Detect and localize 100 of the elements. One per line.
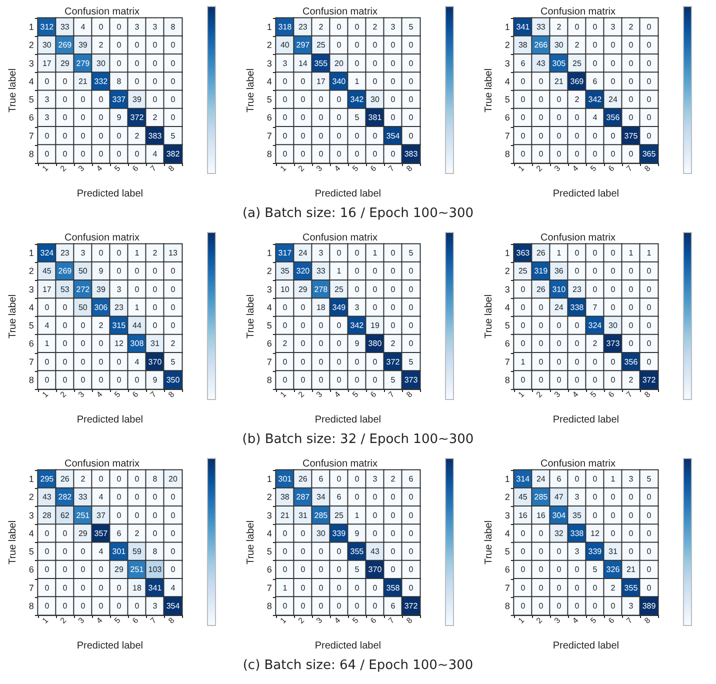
- data-label: 0: [628, 95, 634, 104]
- data-label: 0: [170, 40, 176, 50]
- y-tick-label: 1: [266, 248, 272, 258]
- y-tick-label: 6: [504, 112, 510, 123]
- data-label: 0: [646, 266, 652, 276]
- y-tick-label: 1: [266, 22, 272, 32]
- data-label: 0: [80, 321, 86, 330]
- data-label: 0: [354, 357, 360, 366]
- data-label: 0: [80, 149, 86, 158]
- y-tick-label: 3: [28, 58, 34, 68]
- y-tick-label: 2: [266, 40, 272, 50]
- data-label: 0: [62, 547, 68, 556]
- data-label: 0: [390, 58, 396, 68]
- data-label: 0: [372, 375, 378, 384]
- data-label: 16: [536, 510, 546, 520]
- data-label: 0: [610, 76, 616, 86]
- data-label: 6: [116, 528, 122, 538]
- x-tick-label: 8: [166, 163, 177, 174]
- data-label: 2: [628, 22, 634, 32]
- y-tick-label: 6: [266, 564, 272, 575]
- data-label: 0: [408, 492, 414, 502]
- y-tick-label: 7: [266, 130, 272, 141]
- data-label: 0: [574, 375, 580, 384]
- data-label: 0: [372, 510, 378, 520]
- data-label: 0: [336, 248, 342, 258]
- data-label: 0: [354, 266, 360, 276]
- data-label: 0: [390, 149, 396, 158]
- y-tick-label: 2: [504, 266, 510, 276]
- data-label: 0: [98, 22, 104, 32]
- data-label: 0: [116, 22, 122, 32]
- data-label: 0: [610, 510, 616, 520]
- data-label: 4: [592, 113, 598, 122]
- data-label: 0: [282, 113, 288, 122]
- data-label: 8: [152, 547, 158, 556]
- data-label: 43: [42, 492, 52, 502]
- data-label: 0: [80, 565, 86, 574]
- data-label: 6: [592, 76, 598, 86]
- data-label: 0: [134, 375, 140, 384]
- data-label: 26: [536, 248, 546, 258]
- data-label: 4: [134, 357, 140, 366]
- x-tick-label: 8: [642, 163, 653, 174]
- data-label: 9: [152, 375, 158, 384]
- x-tick-label: 4: [94, 615, 105, 626]
- data-label: 279: [76, 58, 90, 68]
- data-label: 0: [170, 547, 176, 556]
- data-label: 21: [554, 76, 564, 86]
- y-tick-label: 7: [504, 130, 510, 141]
- data-label: 0: [610, 40, 616, 50]
- data-label: 0: [170, 528, 176, 538]
- y-axis-title: True label: [484, 294, 494, 339]
- data-label: 0: [134, 492, 140, 502]
- data-label: 0: [116, 357, 122, 366]
- data-label: 285: [314, 510, 328, 520]
- data-label: 9: [98, 266, 104, 276]
- x-tick-label: 8: [404, 615, 415, 626]
- data-label: 18: [316, 302, 326, 312]
- data-label: 0: [98, 565, 104, 574]
- data-label: 0: [556, 95, 562, 104]
- data-label: 3: [574, 547, 580, 556]
- y-tick-label: 3: [266, 510, 272, 520]
- data-label: 0: [538, 528, 544, 538]
- data-label: 6: [520, 58, 526, 68]
- data-label: 30: [608, 321, 618, 330]
- y-tick-label: 6: [504, 564, 510, 575]
- data-label: 0: [44, 601, 50, 610]
- data-label: 297: [296, 40, 310, 50]
- data-label: 0: [80, 583, 86, 592]
- data-label: 0: [408, 565, 414, 574]
- x-tick-label: 2: [534, 163, 544, 174]
- data-label: 2: [170, 339, 176, 348]
- y-tick-label: 5: [28, 546, 34, 557]
- data-label: 0: [318, 113, 324, 122]
- data-label: 0: [134, 266, 140, 276]
- data-label: 0: [538, 149, 544, 158]
- y-tick-label: 7: [266, 356, 272, 367]
- data-label: 0: [372, 528, 378, 538]
- data-label: 2: [98, 321, 104, 330]
- data-label: 4: [98, 547, 104, 556]
- data-label: 0: [152, 321, 158, 330]
- data-label: 0: [134, 474, 140, 484]
- data-label: 8: [152, 474, 158, 484]
- data-label: 0: [408, 321, 414, 330]
- data-label: 2: [592, 339, 598, 348]
- data-label: 43: [370, 547, 380, 556]
- y-tick-label: 5: [28, 94, 34, 105]
- data-label: 0: [116, 58, 122, 68]
- data-label: 4: [170, 583, 176, 592]
- data-label: 0: [170, 510, 176, 520]
- data-label: 0: [282, 375, 288, 384]
- data-label: 0: [98, 95, 104, 104]
- data-label: 0: [282, 601, 288, 610]
- data-label: 0: [646, 22, 652, 32]
- x-tick-label: 4: [570, 615, 581, 626]
- y-tick-label: 3: [28, 510, 34, 520]
- y-tick-label: 3: [504, 284, 510, 294]
- data-label: 5: [354, 113, 360, 122]
- data-label: 0: [152, 76, 158, 86]
- data-label: 0: [390, 266, 396, 276]
- data-label: 0: [134, 76, 140, 86]
- data-label: 0: [574, 357, 580, 366]
